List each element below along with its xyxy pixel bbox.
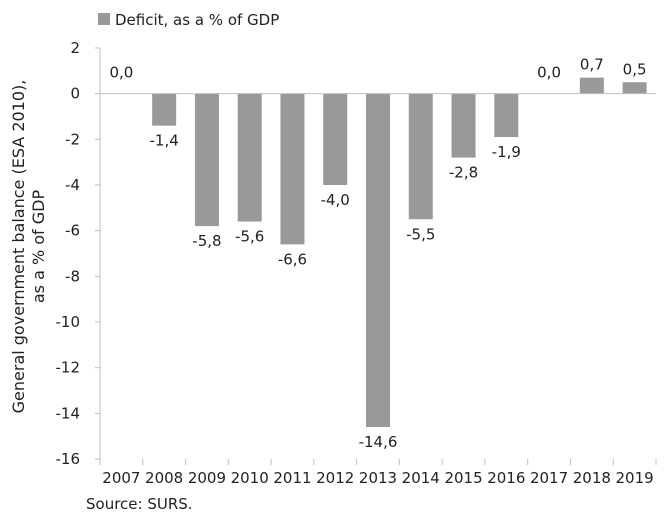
- x-tick-label: 2015: [444, 469, 482, 487]
- data-label: -2,8: [449, 164, 478, 182]
- x-tick-label: 2013: [359, 469, 397, 487]
- x-tick-label: 2018: [573, 469, 611, 487]
- data-label: -5,8: [192, 232, 221, 250]
- x-tick-label: 2012: [316, 469, 354, 487]
- y-tick-label: -16: [56, 450, 81, 468]
- bars: [152, 77, 647, 428]
- data-label: -14,6: [359, 433, 398, 451]
- y-axis-title-line-1: General government balance (ESA 2010),: [9, 80, 28, 414]
- bar-2019: [622, 82, 647, 94]
- x-tick-label: 2019: [616, 469, 654, 487]
- y-tick-label: -10: [56, 313, 81, 331]
- y-tick-label: -12: [56, 359, 81, 377]
- x-tick-label: 2011: [273, 469, 311, 487]
- y-axis-ticks: 2 0 -2 -4 -6 -8 -10 -12 -14 -16: [56, 39, 100, 468]
- data-label: 0,0: [109, 64, 133, 82]
- bar-2018: [579, 77, 604, 94]
- data-labels: 0,0 -1,4 -5,8 -5,6 -6,6 -4,0 -14,6 -5,5 -2,8 -1,9…: [109, 56, 646, 451]
- data-label: 0,7: [580, 56, 604, 74]
- data-label: 0,0: [537, 64, 561, 82]
- x-tick-label: 2010: [231, 469, 269, 487]
- x-tick-label: 2014: [402, 469, 440, 487]
- y-tick-label: -2: [65, 130, 80, 148]
- bar-2008: [152, 93, 177, 126]
- y-tick-label: -8: [65, 267, 80, 285]
- legend-swatch: [98, 13, 110, 25]
- source-note: Source: SURS.: [86, 495, 193, 513]
- bar-2015: [451, 93, 476, 158]
- x-tick-label: 2017: [530, 469, 568, 487]
- bar-2009: [194, 93, 219, 227]
- data-label: -6,6: [278, 250, 307, 268]
- y-tick-label: 0: [70, 85, 80, 103]
- y-axis-title-line-2: as a % of GDP: [29, 190, 48, 304]
- legend-label: Deficit, as a % of GDP: [115, 11, 279, 29]
- x-axis-ticks: 2007 2008 2009 2010 2011 2012 2013 2014 2015 2016…: [99, 459, 657, 487]
- bar-2014: [408, 93, 433, 220]
- data-label: -5,5: [406, 225, 435, 243]
- data-label: -5,6: [235, 228, 264, 246]
- x-tick-label: 2008: [145, 469, 183, 487]
- x-tick-label: 2016: [487, 469, 525, 487]
- data-label: -1,9: [492, 143, 521, 161]
- bar-2011: [280, 93, 305, 245]
- y-tick-label: -6: [65, 222, 80, 240]
- y-tick-label: -4: [65, 176, 80, 194]
- bar-2013: [366, 93, 390, 428]
- data-label: -4,0: [321, 191, 350, 209]
- bar-2016: [494, 93, 519, 138]
- legend: Deficit, as a % of GDP: [98, 11, 279, 29]
- bar-2010: [237, 93, 262, 222]
- x-tick-label: 2007: [102, 469, 140, 487]
- data-label: -1,4: [150, 132, 179, 150]
- y-tick-label: 2: [70, 39, 80, 57]
- y-axis-title: General government balance (ESA 2010), a…: [9, 80, 48, 414]
- y-tick-label: -14: [56, 404, 81, 422]
- bar-2012: [323, 93, 348, 185]
- data-label: 0,5: [623, 60, 647, 78]
- x-tick-label: 2009: [188, 469, 226, 487]
